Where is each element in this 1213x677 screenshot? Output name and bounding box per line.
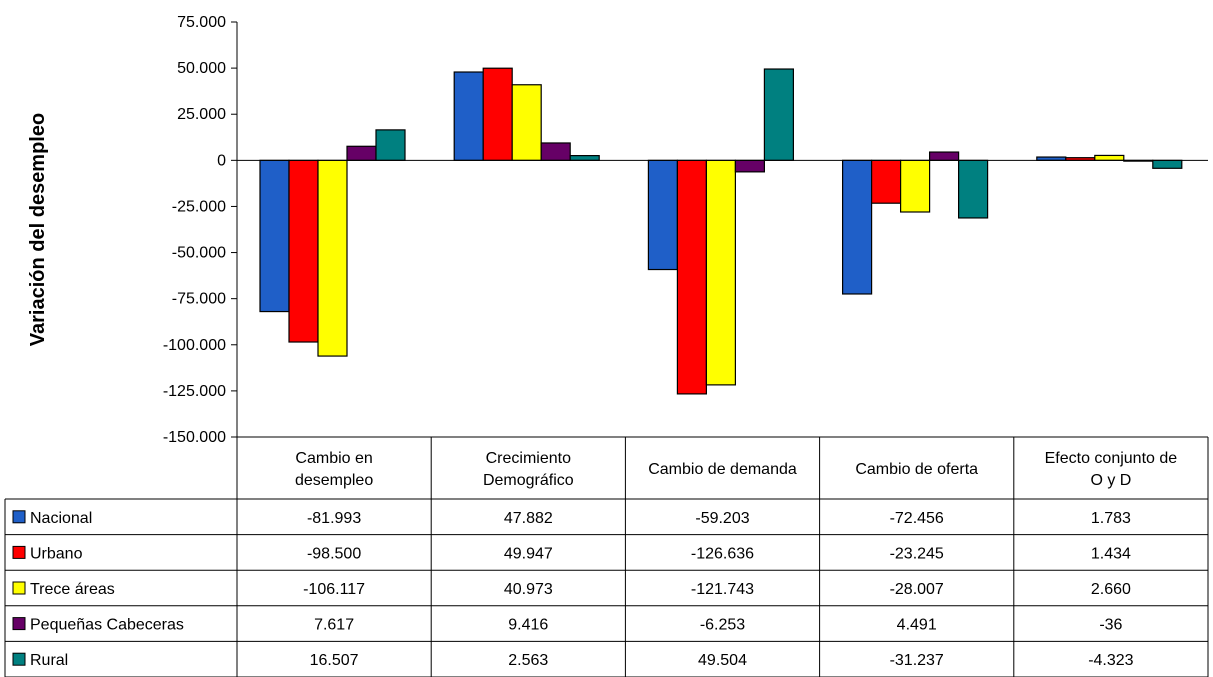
legend-swatch: [12, 652, 26, 666]
data-label: 47.882: [504, 510, 553, 527]
bar: [375, 129, 406, 161]
bar: [1094, 154, 1125, 161]
data-label: -31.237: [890, 652, 944, 669]
data-label: 1.434: [1091, 545, 1131, 562]
legend-label: Rural: [30, 652, 68, 669]
data-label: 9.416: [508, 617, 548, 634]
category-label: Cambio en: [295, 450, 372, 467]
y-tick-label: 0: [217, 152, 226, 169]
data-label: 49.947: [504, 545, 553, 562]
y-tick-label: -25.000: [172, 198, 226, 215]
y-tick-label: -50.000: [172, 245, 226, 262]
y-tick-label: -125.000: [163, 383, 226, 400]
data-label: -106.117: [303, 581, 365, 598]
bar: [346, 145, 377, 161]
bar: [647, 159, 679, 271]
bar: [317, 159, 348, 357]
bar: [540, 142, 571, 161]
bar: [288, 159, 319, 343]
bar: [482, 67, 513, 161]
bar: [511, 84, 542, 161]
category-label: Efecto conjunto de: [1045, 450, 1178, 467]
bar: [676, 159, 708, 395]
data-label: 49.504: [698, 652, 747, 669]
bar: [841, 159, 873, 295]
data-label: -28.007: [890, 581, 944, 598]
data-label: 4.491: [897, 617, 937, 634]
category-label: desempleo: [295, 472, 373, 489]
category-label: Crecimiento: [486, 450, 571, 467]
legend-label: Urbano: [30, 545, 83, 562]
y-tick-label: -75.000: [172, 291, 226, 308]
bar: [957, 159, 989, 219]
category-label: Demográfico: [483, 472, 574, 489]
data-label: -121.743: [691, 581, 754, 598]
bar: [763, 68, 795, 161]
legend-label: Pequeñas Cabeceras: [30, 617, 184, 634]
bar: [453, 71, 484, 161]
data-label: 16.507: [310, 652, 359, 669]
category-label: Cambio de demanda: [648, 461, 797, 478]
bar: [870, 159, 902, 204]
bar: [705, 159, 737, 386]
data-label: -59.203: [695, 510, 749, 527]
legend-label: Trece áreas: [30, 581, 115, 598]
data-label: -6.253: [700, 617, 745, 634]
data-label: -4.323: [1088, 652, 1133, 669]
data-label: 7.617: [314, 617, 354, 634]
data-label: -81.993: [307, 510, 361, 527]
data-label: -23.245: [890, 545, 944, 562]
data-label: 1.783: [1091, 510, 1131, 527]
data-label: -36: [1099, 617, 1122, 634]
y-tick-label: -100.000: [163, 337, 226, 354]
bar: [734, 159, 766, 173]
data-label: -98.500: [307, 545, 361, 562]
y-tick-label: 75.000: [177, 14, 226, 31]
bar: [928, 151, 960, 161]
data-label: 2.563: [508, 652, 548, 669]
bar: [899, 159, 931, 213]
data-label: -72.456: [890, 510, 944, 527]
category-label: O y D: [1090, 472, 1131, 489]
y-tick-label: 25.000: [177, 106, 226, 123]
legend-label: Nacional: [30, 510, 92, 527]
legend-swatch: [12, 545, 26, 559]
legend-swatch: [12, 510, 26, 524]
legend-swatch: [12, 617, 26, 631]
bar: [259, 159, 290, 313]
y-tick-label: -150.000: [163, 429, 226, 446]
y-tick-label: 50.000: [177, 60, 226, 77]
bar: [569, 155, 600, 161]
data-label: 2.660: [1091, 581, 1131, 598]
category-label: Cambio de oferta: [855, 461, 978, 478]
data-label: 40.973: [504, 581, 553, 598]
y-axis-title: Variación del desempleo: [27, 113, 49, 346]
legend-swatch: [12, 581, 26, 595]
data-label: -126.636: [691, 545, 754, 562]
bar: [1152, 159, 1183, 169]
